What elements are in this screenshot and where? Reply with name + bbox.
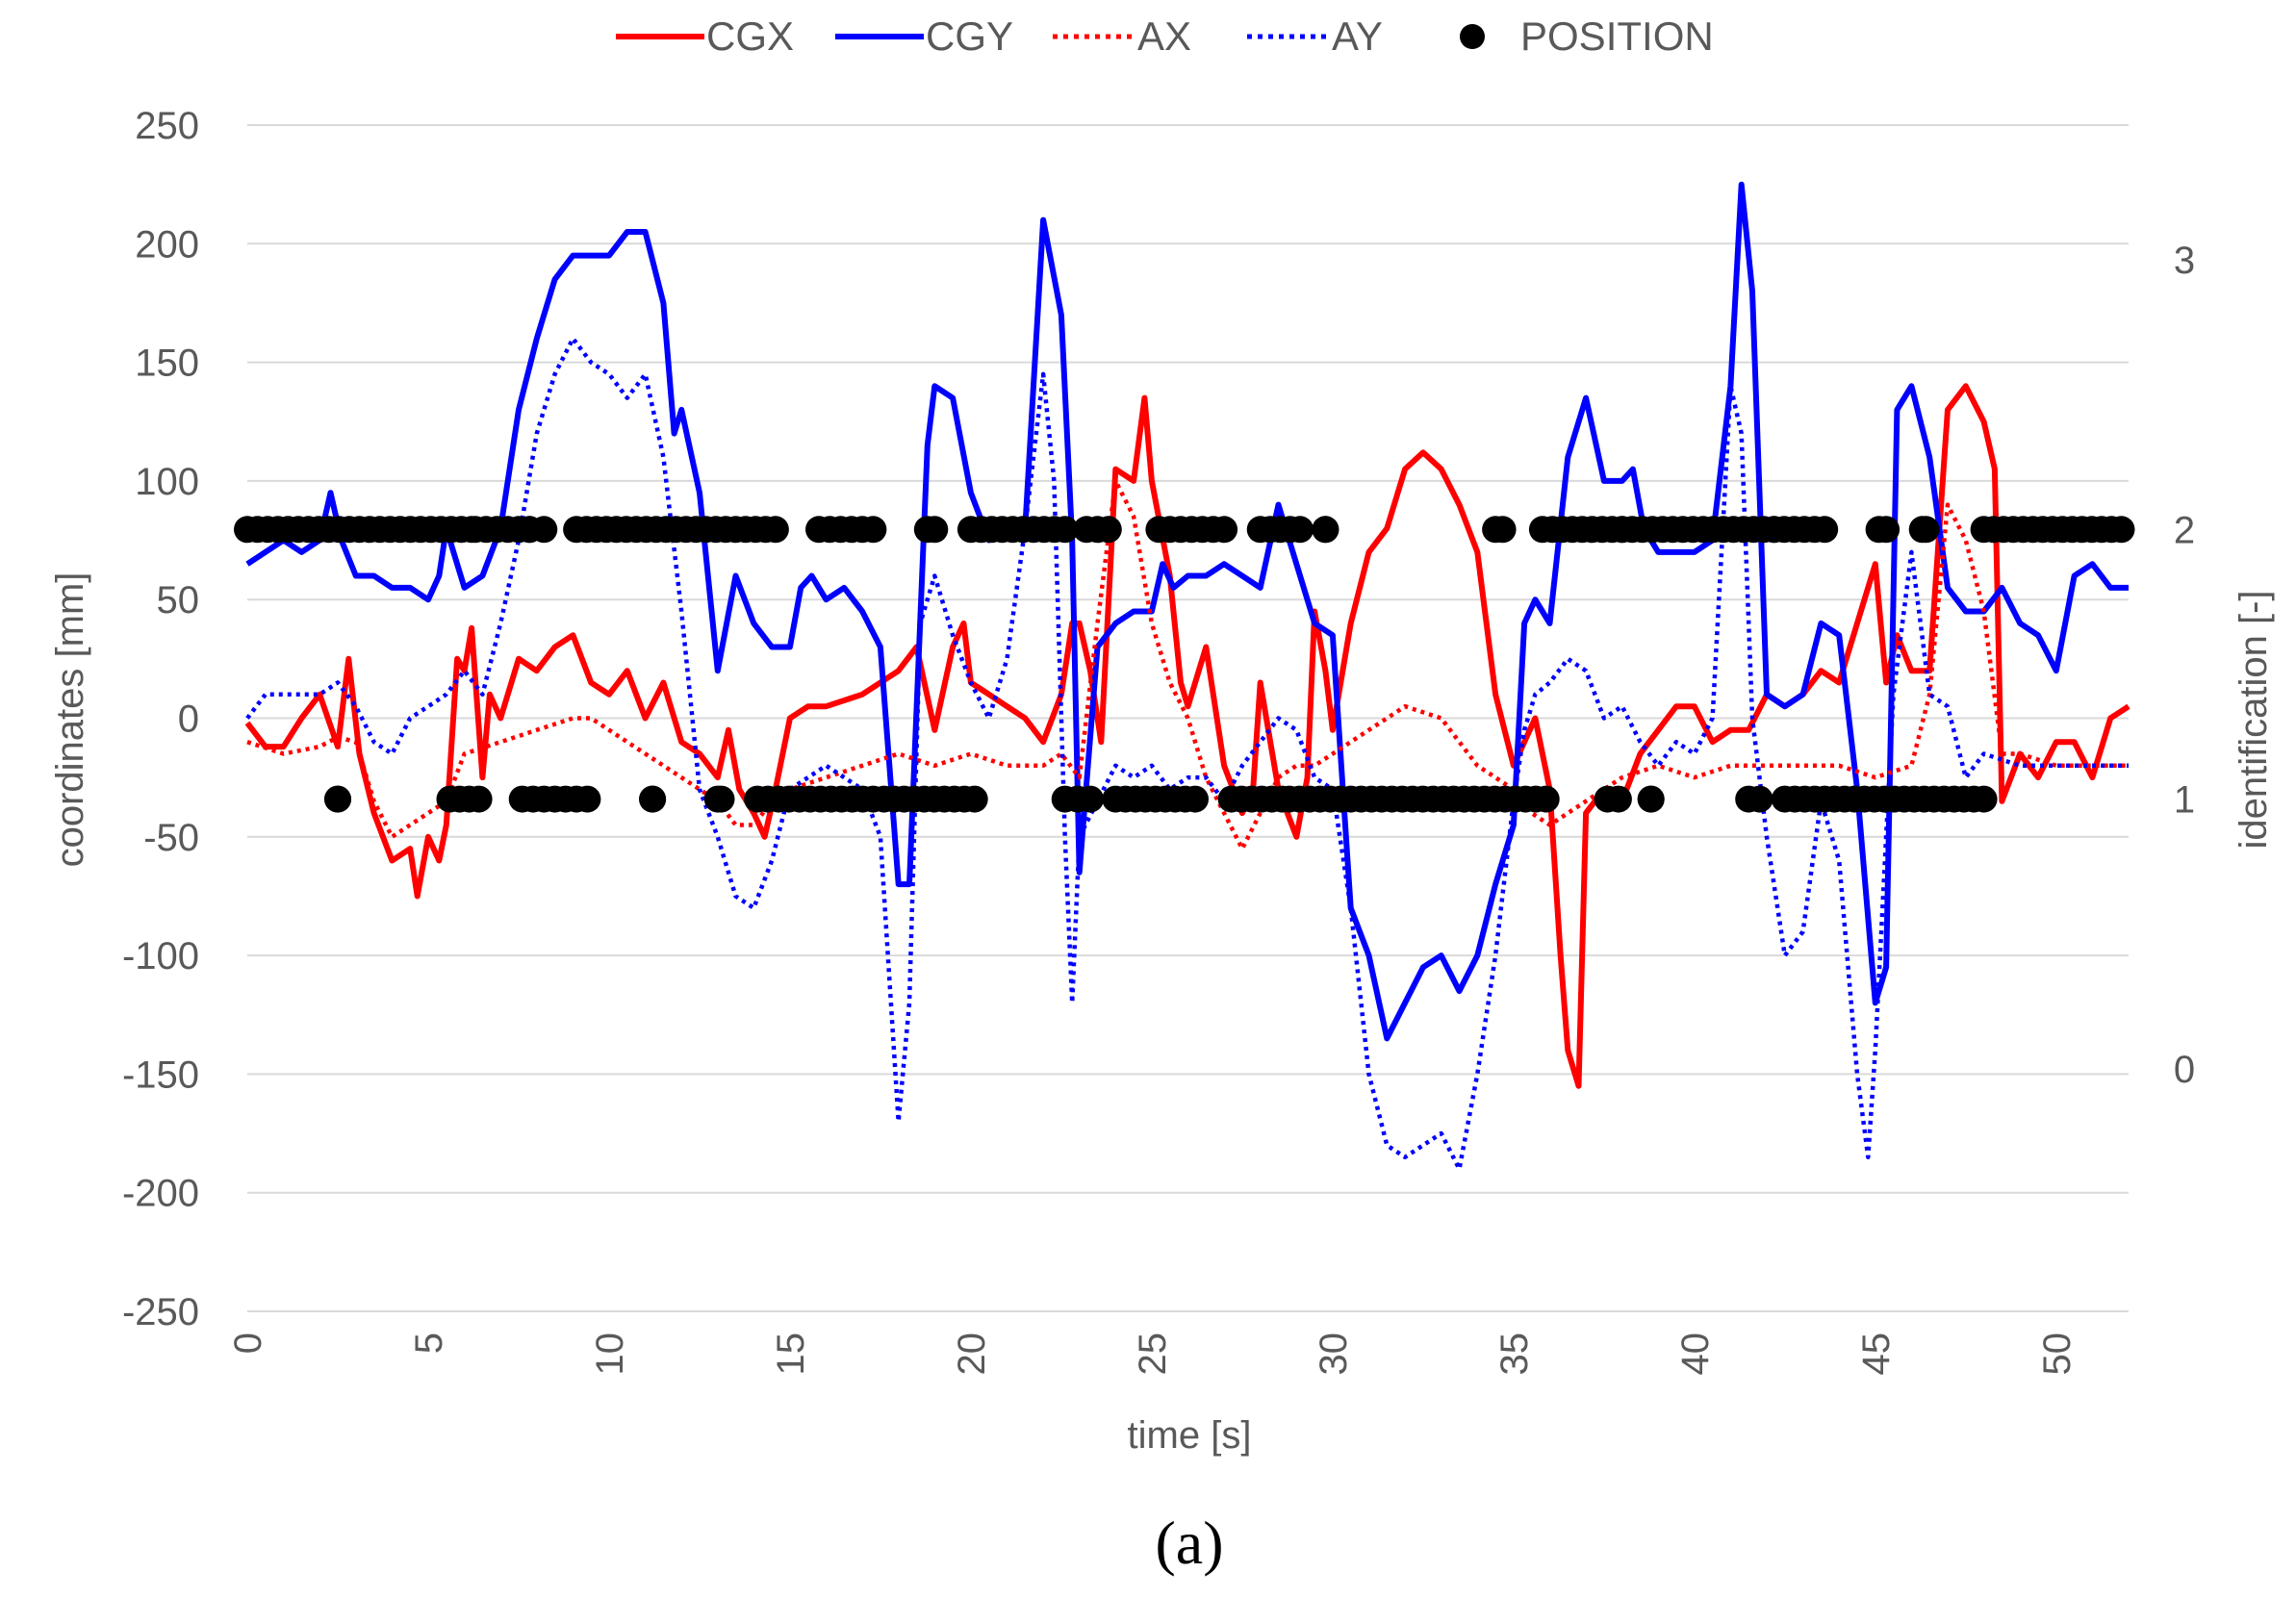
position-markers — [234, 516, 2135, 813]
series-line-cgy — [245, 181, 2129, 1042]
series-line-ax — [246, 478, 2129, 851]
y-tick-label: -100 — [122, 935, 199, 977]
x-tick-label: 45 — [1855, 1332, 1898, 1376]
position-marker — [859, 516, 887, 544]
x-axis-ticks: 0 5 10 15 20 25 30 35 40 45 50 — [227, 1332, 2079, 1376]
y-tick-label: -150 — [122, 1053, 199, 1096]
position-marker — [1051, 516, 1079, 544]
legend: CGX CGY AX AY POSITION — [616, 13, 1714, 59]
y-tick-label: -200 — [122, 1173, 199, 1215]
position-marker — [1287, 516, 1314, 544]
position-marker — [1604, 785, 1632, 813]
y2-tick-label: 2 — [2174, 509, 2195, 551]
position-marker — [465, 785, 493, 813]
legend-entry-position: POSITION — [1460, 13, 1714, 59]
series-lines — [244, 181, 2130, 1172]
y-tick-label: 0 — [178, 698, 199, 741]
series-line-cgx — [244, 383, 2130, 1089]
y2-tick-label: 0 — [2174, 1049, 2195, 1091]
figure-caption: (a) — [1155, 1509, 1223, 1577]
legend-entry-cgx: CGX — [616, 13, 794, 59]
position-marker — [1811, 516, 1839, 544]
position-marker — [1077, 785, 1104, 813]
y-axis-ticks: 250 200 150 100 50 0 -50 -100 -150 -200 -250 — [122, 105, 199, 1333]
x-tick-label: 25 — [1132, 1332, 1174, 1376]
position-marker — [1211, 516, 1238, 544]
position-marker — [1637, 785, 1665, 813]
x-tick-label: 10 — [589, 1332, 631, 1376]
x-tick-label: 20 — [951, 1332, 993, 1376]
x-axis-title: time [s] — [1128, 1414, 1252, 1457]
y-axis-title: coordinates [mm] — [49, 572, 91, 868]
position-marker — [639, 785, 667, 813]
position-marker — [1094, 516, 1122, 544]
x-tick-label: 35 — [1493, 1332, 1536, 1376]
y2-axis-ticks: 3 2 1 0 — [2174, 240, 2195, 1091]
y2-tick-label: 1 — [2174, 779, 2195, 822]
legend-label-ay: AY — [1332, 13, 1383, 59]
y-tick-label: -250 — [122, 1291, 199, 1333]
x-tick-label: 30 — [1313, 1332, 1355, 1376]
position-marker — [1532, 785, 1560, 813]
x-tick-label: 0 — [227, 1332, 269, 1354]
position-marker — [1873, 516, 1901, 544]
position-marker — [1489, 516, 1517, 544]
position-marker — [1182, 785, 1209, 813]
position-marker — [1912, 516, 1940, 544]
legend-entry-ay: AY — [1247, 13, 1383, 59]
legend-swatch-position — [1460, 24, 1485, 49]
x-tick-label: 15 — [770, 1332, 812, 1376]
legend-label-cgx: CGX — [706, 13, 794, 59]
y-tick-label: 250 — [135, 105, 199, 147]
y-tick-label: -50 — [143, 817, 199, 859]
position-marker — [761, 516, 789, 544]
position-marker — [324, 785, 351, 813]
y2-axis-title: identification [-] — [2232, 590, 2275, 849]
position-marker — [960, 785, 988, 813]
legend-label-ax: AX — [1137, 13, 1191, 59]
x-tick-label: 40 — [1674, 1332, 1717, 1376]
legend-label-position: POSITION — [1520, 13, 1714, 59]
series-line-ay — [245, 336, 2129, 1172]
x-tick-label: 5 — [408, 1332, 450, 1354]
y-tick-label: 50 — [157, 579, 200, 622]
position-marker — [2107, 516, 2135, 544]
position-marker — [921, 516, 949, 544]
position-marker — [1312, 516, 1339, 544]
y-tick-label: 100 — [135, 461, 199, 503]
position-marker — [1746, 785, 1773, 813]
position-marker — [530, 516, 558, 544]
y-tick-label: 150 — [135, 343, 199, 385]
position-marker — [707, 785, 735, 813]
position-marker — [1970, 785, 1998, 813]
legend-label-cgy: CGY — [926, 13, 1013, 59]
y2-tick-label: 3 — [2174, 240, 2195, 282]
legend-entry-cgy: CGY — [835, 13, 1013, 59]
x-tick-label: 50 — [2036, 1332, 2079, 1376]
legend-entry-ax: AX — [1053, 13, 1191, 59]
position-marker — [574, 785, 601, 813]
y-tick-label: 200 — [135, 223, 199, 266]
